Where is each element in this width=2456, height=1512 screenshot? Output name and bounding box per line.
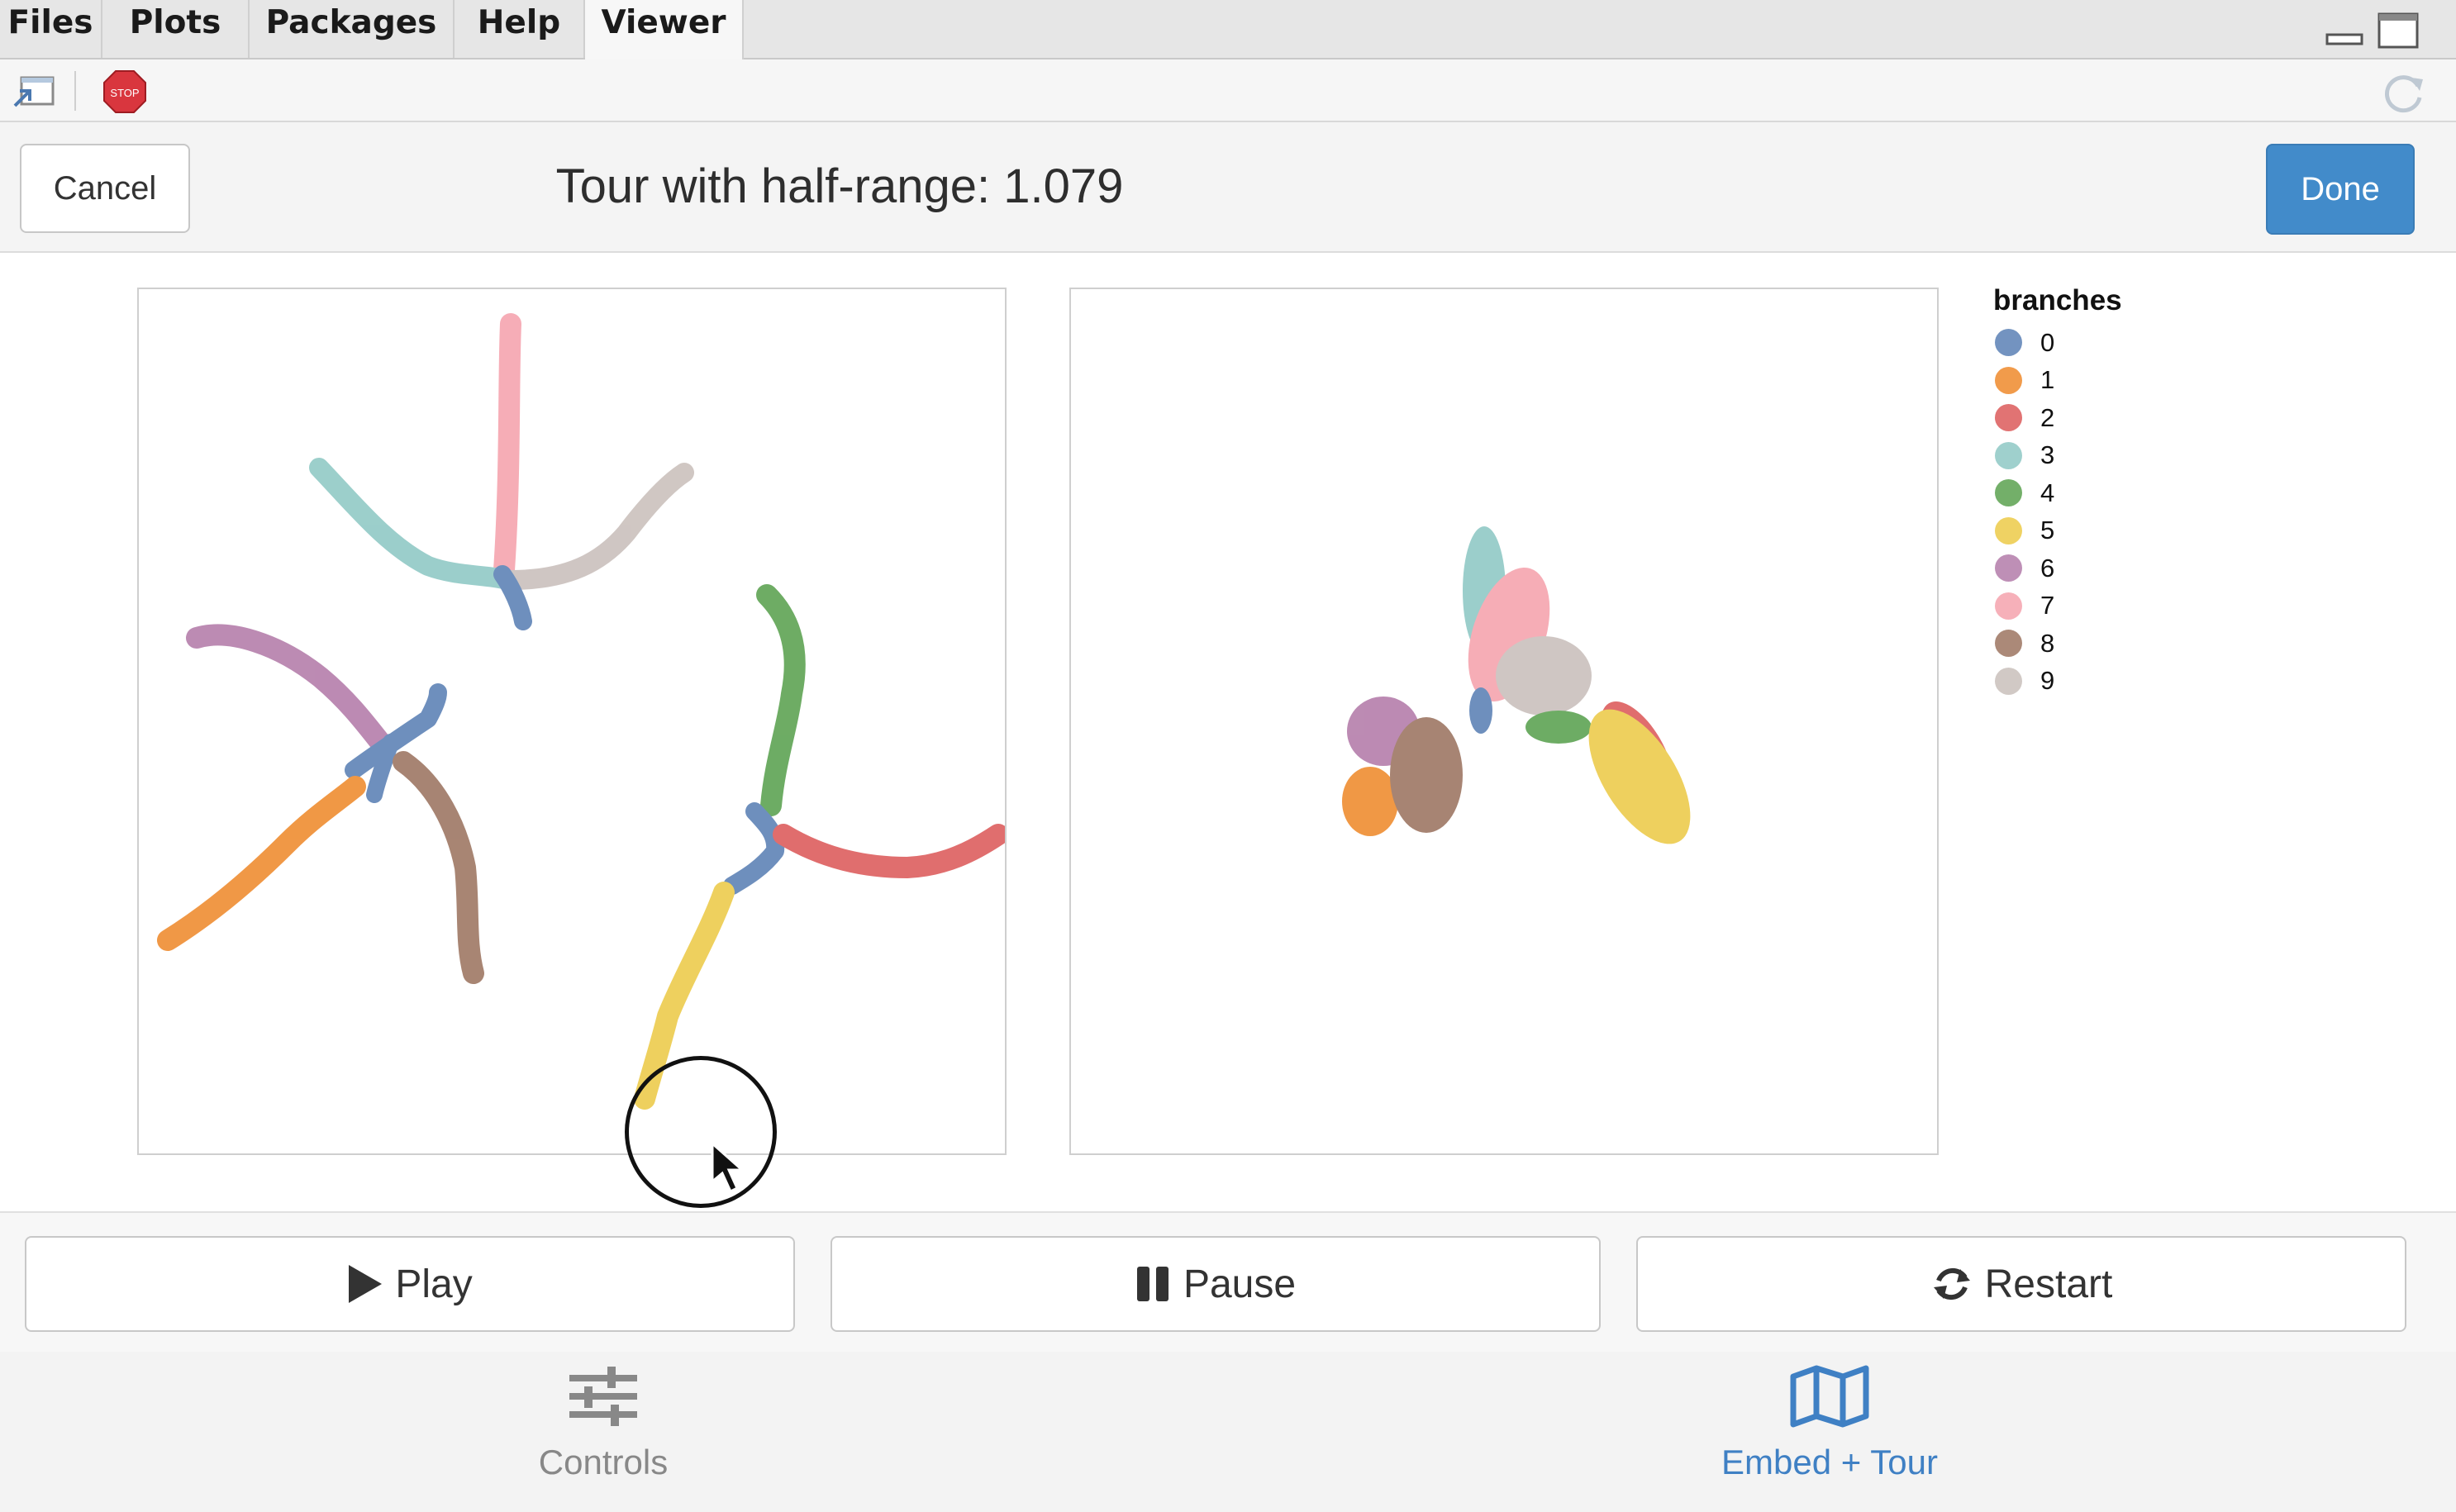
pane-tab-bar: Files Plots Packages Help Viewer <box>0 0 2456 59</box>
embedding-plot-panel <box>137 288 1009 1155</box>
viewer-toolbar: STOP <box>0 59 2456 122</box>
cluster-9 <box>1496 636 1592 716</box>
legend-label: 0 <box>2040 327 2055 357</box>
legend-swatch <box>1995 592 2022 620</box>
legend-item: 5 <box>1993 512 2122 550</box>
legend-swatch <box>1995 366 2022 394</box>
cancel-button[interactable]: Cancel <box>20 144 190 233</box>
nav-embed-tour[interactable]: Embed + Tour <box>1582 1363 2078 1482</box>
restart-button[interactable]: Restart <box>1636 1236 2406 1332</box>
show-in-window-icon[interactable] <box>12 74 58 109</box>
legend-item: 9 <box>1993 663 2122 701</box>
cluster-4 <box>1525 711 1592 744</box>
cluster-8 <box>1390 717 1463 833</box>
toolbar-divider <box>74 71 76 111</box>
stop-icon-label: STOP <box>110 87 139 99</box>
refresh-icon[interactable] <box>2382 69 2428 116</box>
legend-swatch <box>1995 630 2022 658</box>
cluster-5 <box>1588 709 1691 844</box>
click-indicator <box>625 1056 777 1208</box>
legend-label: 6 <box>2040 553 2055 582</box>
legend-label: 5 <box>2040 516 2055 545</box>
legend-swatch <box>1995 479 2022 507</box>
legend-swatch <box>1995 554 2022 582</box>
play-label: Play <box>395 1262 473 1306</box>
legend-item: 4 <box>1993 474 2122 512</box>
legend-label: 3 <box>2040 440 2055 470</box>
tab-viewer[interactable]: Viewer <box>585 0 744 59</box>
legend-label: 7 <box>2040 591 2055 620</box>
tab-help[interactable]: Help <box>455 0 585 58</box>
play-button[interactable]: Play <box>25 1236 795 1332</box>
play-icon <box>349 1265 383 1303</box>
branches-legend: branches 0 1 2 3 4 5 6 7 8 9 <box>1993 284 2122 700</box>
legend-item: 0 <box>1993 324 2122 362</box>
legend-swatch <box>1995 441 2022 469</box>
plot-area: branches 0 1 2 3 4 5 6 7 8 9 <box>0 253 2456 1211</box>
minimize-pane-icon[interactable] <box>2324 17 2365 50</box>
legend-swatch <box>1995 404 2022 432</box>
legend-item: 7 <box>1993 587 2122 625</box>
tour-plot-panel <box>1069 288 1939 1155</box>
legend-item: 8 <box>1993 625 2122 663</box>
map-icon <box>1790 1365 1869 1428</box>
tour-scatter <box>1342 526 1691 844</box>
sliders-icon <box>569 1367 637 1426</box>
maximize-pane-icon[interactable] <box>2377 12 2420 51</box>
legend-item: 3 <box>1993 437 2122 475</box>
restart-label: Restart <box>1984 1262 2113 1306</box>
tour-controls: Play Pause Restart <box>0 1211 2456 1353</box>
legend-label: 8 <box>2040 628 2055 658</box>
cluster-0 <box>1469 687 1492 734</box>
embedding-scatter <box>157 313 1009 1110</box>
gadget-title-bar: Cancel Tour with half-range: 1.079 Done <box>0 122 2456 253</box>
cluster-1 <box>1342 767 1398 836</box>
mouse-cursor-icon <box>711 1140 745 1194</box>
legend-item: 2 <box>1993 399 2122 437</box>
page-title: Tour with half-range: 1.079 <box>555 159 1124 213</box>
legend-label: 1 <box>2040 365 2055 395</box>
legend-items: 0 1 2 3 4 5 6 7 8 9 <box>1993 324 2122 700</box>
legend-title: branches <box>1993 284 2122 316</box>
pause-label: Pause <box>1183 1262 1297 1306</box>
legend-label: 9 <box>2040 666 2055 696</box>
legend-item: 1 <box>1993 362 2122 400</box>
refresh-icon <box>1933 1267 1970 1300</box>
tab-plots[interactable]: Plots <box>102 0 250 58</box>
legend-swatch <box>1995 516 2022 544</box>
stop-icon[interactable]: STOP <box>102 69 147 114</box>
legend-label: 2 <box>2040 402 2055 432</box>
legend-swatch <box>1995 667 2022 695</box>
bottom-navigation: Controls Embed + Tour <box>0 1352 2456 1512</box>
pause-button[interactable]: Pause <box>831 1236 1601 1332</box>
nav-embed-tour-label: Embed + Tour <box>1721 1443 1938 1481</box>
legend-label: 4 <box>2040 478 2055 507</box>
pause-icon <box>1136 1267 1169 1301</box>
nav-controls-label: Controls <box>538 1443 669 1481</box>
nav-controls[interactable]: Controls <box>355 1363 851 1482</box>
legend-swatch <box>1995 329 2022 357</box>
tab-files[interactable]: Files <box>0 0 102 58</box>
tab-packages[interactable]: Packages <box>250 0 455 58</box>
done-button[interactable]: Done <box>2266 144 2415 235</box>
legend-item: 6 <box>1993 549 2122 587</box>
